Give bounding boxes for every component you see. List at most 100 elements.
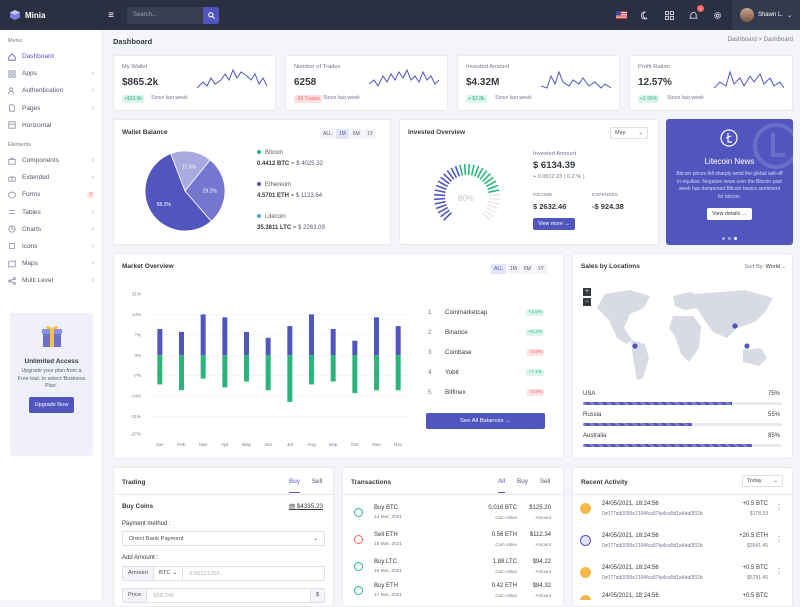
flag-us-icon[interactable] xyxy=(616,9,628,21)
bar[interactable] xyxy=(374,317,379,356)
bar[interactable] xyxy=(309,355,314,385)
activity-row[interactable]: 24/05/2021, 18:24:56 0x077ad0099e2164fca9… xyxy=(572,562,793,587)
bar[interactable] xyxy=(352,340,358,356)
tab-all[interactable]: All xyxy=(498,478,505,493)
view-more-button[interactable]: View more → xyxy=(533,218,575,230)
breadcrumb-parent[interactable]: Dashboard xyxy=(727,37,757,43)
range-1m[interactable]: 1M xyxy=(335,129,349,139)
range-6m[interactable]: 6M xyxy=(520,264,534,274)
transaction-row[interactable]: Buy ETH 17 Mar, 2021 0.42 ETH Coin Value $… xyxy=(342,580,564,600)
exchange-row[interactable]: 4 Yobit +7.1% xyxy=(428,369,544,376)
carousel-dot[interactable] xyxy=(728,237,731,240)
more-vertical-icon[interactable]: ⋮ xyxy=(775,503,783,512)
zoom-in-button[interactable]: + xyxy=(583,288,591,296)
bar[interactable] xyxy=(222,355,228,388)
bar[interactable] xyxy=(287,355,293,402)
sidebar-item-pages[interactable]: Pages › xyxy=(0,100,102,117)
more-vertical-icon[interactable]: ⋮ xyxy=(775,535,783,544)
sidebar-item-components[interactable]: Components › xyxy=(0,152,102,169)
bell-icon[interactable]: 5 xyxy=(688,5,704,21)
bar[interactable] xyxy=(244,331,249,356)
sidebar-item-maps[interactable]: Maps › xyxy=(0,255,102,272)
bar[interactable] xyxy=(179,355,184,391)
pie-slice[interactable] xyxy=(184,159,226,222)
search-input[interactable]: Search... xyxy=(127,6,219,24)
moon-icon[interactable] xyxy=(640,9,652,21)
range-1y[interactable]: 1Y xyxy=(363,129,376,139)
activity-row[interactable]: 24/05/2021, 18:24:56 +0.5 BTC xyxy=(572,590,793,600)
carousel-dot[interactable] xyxy=(722,237,725,240)
coin-select[interactable]: BTC ⌄ xyxy=(154,567,184,580)
period-select[interactable]: Today ⌄ xyxy=(742,475,783,487)
exchange-row[interactable]: 5 Bitfinex -0.9% xyxy=(428,389,544,396)
bar[interactable] xyxy=(265,355,271,391)
bar[interactable] xyxy=(395,355,401,391)
sidebar-item-extended[interactable]: Extended › xyxy=(0,169,102,186)
user-menu[interactable]: Shawn L. ⌄ xyxy=(731,0,800,30)
sidebar-item-dashboard[interactable]: Dashboard xyxy=(0,48,102,65)
see-all-balances-button[interactable]: See All Balances → xyxy=(426,413,545,429)
sidebar-item-authentication[interactable]: Authentication › xyxy=(0,82,102,99)
range-all[interactable]: ALL xyxy=(491,264,506,274)
tab-sell[interactable]: Sell xyxy=(311,478,323,485)
transaction-row[interactable]: Sell ETH 15 Mar, 2021 0.56 ETH Coin Value … xyxy=(342,529,564,554)
upgrade-now-button[interactable]: Upgrade Now xyxy=(28,397,75,414)
range-all[interactable]: ALL xyxy=(320,129,335,139)
bar[interactable] xyxy=(309,314,314,356)
exchange-row[interactable]: 3 Coinbase -3.6% xyxy=(428,349,544,356)
settings-gear-icon[interactable] xyxy=(712,9,724,21)
activity-row[interactable]: 24/05/2021, 18:24:56 0x077ad0099e2164fca9… xyxy=(572,498,793,523)
bar[interactable] xyxy=(374,355,379,391)
bar[interactable] xyxy=(330,355,336,382)
bar[interactable] xyxy=(222,317,228,356)
gauge-tick xyxy=(454,165,461,177)
amount-input[interactable]: 0.00121255 xyxy=(189,570,220,577)
bar[interactable] xyxy=(287,326,293,356)
bar[interactable] xyxy=(265,337,271,356)
sort-select[interactable]: Sort By: World ⌄ xyxy=(744,264,787,270)
month-select[interactable]: May ⌄ xyxy=(610,127,648,139)
map-marker-usa[interactable] xyxy=(632,343,638,349)
tab-buy[interactable]: Buy xyxy=(289,478,300,493)
zoom-out-button[interactable]: − xyxy=(583,298,591,306)
view-details-button[interactable]: View details → xyxy=(707,208,752,220)
bar[interactable] xyxy=(330,329,336,356)
payment-method-select[interactable]: Direct Bank Payment ⌄ xyxy=(122,531,325,546)
sidebar-item-horizontal[interactable]: Horizontal xyxy=(0,117,102,134)
apps-grid-icon[interactable] xyxy=(664,9,676,21)
exchange-row[interactable]: 1 Coinmarketcap +2.5% xyxy=(428,309,544,316)
sidebar-item-multi-level[interactable]: Multi Level › xyxy=(0,272,102,289)
brand[interactable]: Minia xyxy=(0,10,103,20)
menu-toggle-icon[interactable]: ≡ xyxy=(108,9,114,21)
bar[interactable] xyxy=(200,314,206,356)
map-marker-australia[interactable] xyxy=(744,343,750,349)
tx-date: 14 Mar, 2021 xyxy=(374,515,403,520)
sidebar-item-tables[interactable]: Tables › xyxy=(0,204,102,221)
bar[interactable] xyxy=(200,355,206,379)
bar[interactable] xyxy=(157,329,163,356)
transaction-row[interactable]: Buy BTC 14 Mar, 2021 0.016 BTC Coin Value … xyxy=(342,502,564,527)
sidebar-item-apps[interactable]: Apps › xyxy=(0,65,102,82)
activity-row[interactable]: 24/05/2021, 18:24:56 0x077ad0099e2164fca9… xyxy=(572,530,793,555)
price-input[interactable]: $58,245 xyxy=(153,592,175,599)
bar[interactable] xyxy=(395,326,401,356)
bar[interactable] xyxy=(179,331,184,356)
carousel-dot-active[interactable] xyxy=(734,237,737,240)
range-1y[interactable]: 1Y xyxy=(534,264,547,274)
more-vertical-icon[interactable]: ⋮ xyxy=(775,567,783,576)
map-marker-russia[interactable] xyxy=(732,323,738,329)
tab-sell[interactable]: Sell xyxy=(539,478,551,485)
bar[interactable] xyxy=(352,355,358,394)
bar[interactable] xyxy=(244,355,249,382)
sidebar-item-charts[interactable]: Charts › xyxy=(0,221,102,238)
sidebar-item-icons[interactable]: Icons › xyxy=(0,238,102,255)
search-button[interactable] xyxy=(203,6,219,24)
tab-buy[interactable]: Buy xyxy=(517,478,528,485)
range-1m[interactable]: 1M xyxy=(506,264,520,274)
transaction-row[interactable]: Buy LTC 16 Mar, 2021 1.88 LTC Coin Value $… xyxy=(342,556,564,581)
range-6m[interactable]: 6M xyxy=(349,129,363,139)
sidebar-item-forms[interactable]: Forms 7 xyxy=(0,186,102,203)
exchange-row[interactable]: 2 Binance +8.3% xyxy=(428,329,544,336)
bar[interactable] xyxy=(157,355,163,385)
pie-slice[interactable] xyxy=(144,153,212,232)
